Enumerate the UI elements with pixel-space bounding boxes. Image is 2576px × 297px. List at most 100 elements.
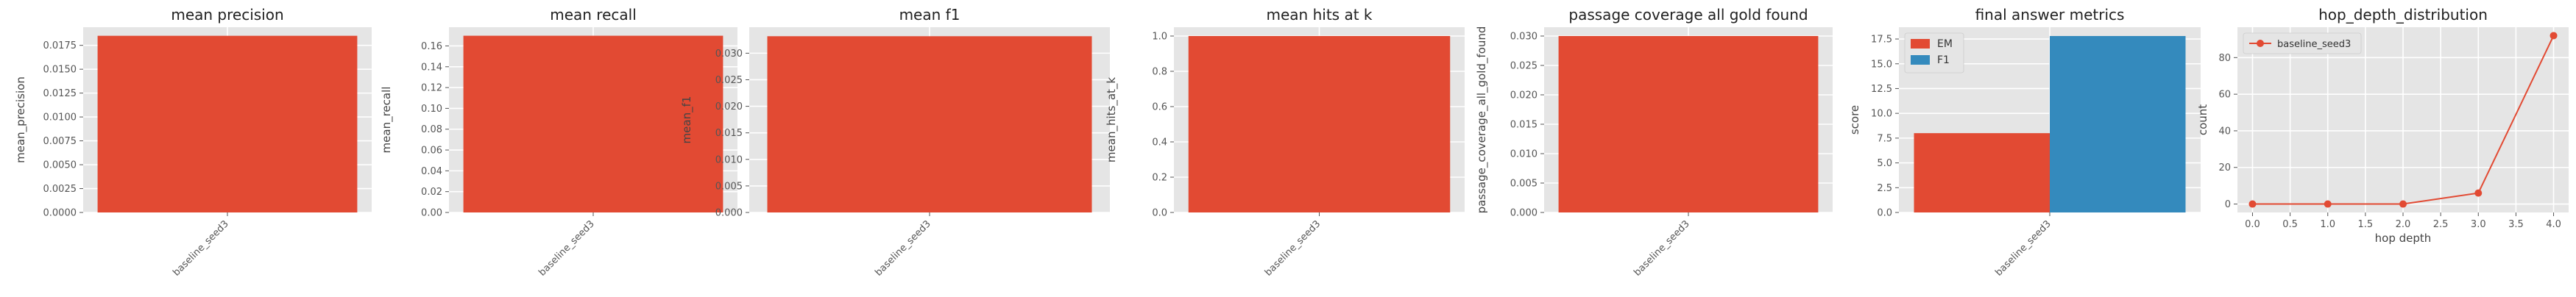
y-tick-label: 0.4 bbox=[1152, 137, 1167, 148]
y-tick-label: 0.0000 bbox=[43, 208, 77, 219]
chart-panel: 0.000 0.005 0.010 0.015 0.020 0.025 0.030 passa… bbox=[1475, 6, 1833, 279]
y-tick-label: 0.10 bbox=[421, 104, 442, 115]
y-tick-label: 10.0 bbox=[1871, 109, 1892, 120]
y-tick-label: 0.00 bbox=[421, 208, 442, 219]
y-axis-label: mean_recall bbox=[380, 87, 394, 154]
chart-title: passage coverage all gold found bbox=[1568, 6, 1808, 24]
chart-panel: 0.0 0.2 0.4 0.6 0.8 1.0 mean hits at k mean_hit… bbox=[1105, 6, 1465, 279]
y-tick-label: 0.08 bbox=[421, 124, 442, 135]
data-point bbox=[2248, 200, 2257, 208]
y-tick-label: 0.025 bbox=[715, 75, 743, 86]
y-tick-label: 0.025 bbox=[1510, 61, 1538, 72]
chart-panel: 0.000 0.005 0.010 0.015 0.020 0.025 0.030 mean … bbox=[680, 6, 1110, 279]
bar bbox=[1558, 36, 1819, 212]
legend-label: F1 bbox=[1937, 54, 1950, 66]
y-tick-label: 0.000 bbox=[1510, 208, 1538, 219]
y-tick-label: 0.0050 bbox=[43, 160, 77, 171]
legend-box bbox=[2243, 32, 2362, 54]
bar bbox=[1914, 133, 2050, 212]
y-tick-label: 0.030 bbox=[1510, 32, 1538, 43]
legend: baseline_seed3 bbox=[2243, 32, 2362, 54]
y-tick-label: 2.5 bbox=[1877, 183, 1892, 194]
y-tick-label: 60 bbox=[2218, 90, 2231, 101]
y-tick-label: 40 bbox=[2218, 126, 2231, 137]
data-point bbox=[2474, 189, 2483, 197]
y-tick-label: 0.010 bbox=[1510, 149, 1538, 160]
bar bbox=[767, 36, 1092, 212]
y-axis-label: passage_coverage_all_gold_found bbox=[1475, 26, 1489, 214]
y-tick-label: 0.2 bbox=[1152, 173, 1167, 184]
y-tick-label: 0.015 bbox=[1510, 120, 1538, 131]
data-point bbox=[2550, 32, 2558, 40]
legend-swatch bbox=[1911, 39, 1930, 49]
chart-title: hop_depth_distribution bbox=[2318, 6, 2488, 24]
x-tick-label: 2.5 bbox=[2433, 219, 2449, 230]
chart-title: final answer metrics bbox=[1975, 6, 2125, 24]
y-tick-label: 1.0 bbox=[1152, 32, 1167, 43]
chart-panel: 0.0 2.5 5.0 7.5 10.0 12.5 15.0 17.5 final answer… bbox=[1848, 6, 2201, 279]
y-tick-label: 0.8 bbox=[1152, 67, 1167, 78]
legend-swatch bbox=[1911, 55, 1930, 65]
bar bbox=[97, 35, 358, 213]
y-tick-label: 0.005 bbox=[715, 181, 743, 192]
y-tick-label: 0.0100 bbox=[43, 112, 77, 124]
y-tick-label: 0.000 bbox=[715, 208, 743, 219]
y-tick-label: 0.0 bbox=[1152, 208, 1167, 219]
x-tick-label: 4.0 bbox=[2546, 219, 2561, 230]
y-tick-label: 12.5 bbox=[1871, 84, 1892, 95]
y-tick-label: 15.0 bbox=[1871, 59, 1892, 70]
x-tick-label: baseline_seed3 bbox=[1263, 218, 1323, 278]
legend-label: baseline_seed3 bbox=[2277, 39, 2351, 50]
x-tick-label: baseline_seed3 bbox=[537, 218, 596, 278]
y-tick-label: 7.5 bbox=[1877, 133, 1892, 144]
x-tick-label: 2.0 bbox=[2396, 219, 2411, 230]
y-tick-label: 0.6 bbox=[1152, 102, 1167, 113]
y-tick-label: 0.16 bbox=[421, 41, 442, 52]
x-tick-label: baseline_seed3 bbox=[1632, 218, 1691, 278]
y-tick-label: 0.12 bbox=[421, 83, 442, 94]
y-axis-label: mean_precision bbox=[14, 76, 28, 163]
y-tick-label: 0.0025 bbox=[43, 184, 77, 195]
data-point bbox=[2324, 200, 2332, 208]
x-tick-label: 0.0 bbox=[2245, 219, 2260, 230]
chart-title: mean hits at k bbox=[1267, 6, 1373, 24]
y-tick-label: 20 bbox=[2218, 162, 2231, 173]
x-tick-label: 1.5 bbox=[2358, 219, 2374, 230]
y-tick-label: 0.0150 bbox=[43, 65, 77, 76]
y-tick-label: 0 bbox=[2225, 199, 2231, 210]
y-axis-label: mean_hits_at_k bbox=[1105, 77, 1119, 162]
chart-title: mean recall bbox=[550, 6, 637, 24]
y-tick-label: 0.0 bbox=[1877, 208, 1892, 219]
y-axis-label: mean_f1 bbox=[680, 96, 694, 144]
y-axis-label: count bbox=[2196, 104, 2209, 135]
y-axis-label: score bbox=[1848, 105, 1861, 135]
chart-panel: 0.0000 0.0025 0.0050 0.0075 0.0100 0.0125 0.01… bbox=[14, 6, 372, 279]
bar bbox=[463, 35, 723, 212]
y-tick-label: 0.005 bbox=[1510, 179, 1538, 190]
y-tick-label: 5.0 bbox=[1877, 158, 1892, 169]
y-tick-label: 0.02 bbox=[421, 187, 442, 198]
x-tick-label: baseline_seed3 bbox=[873, 218, 933, 278]
chart-title: mean precision bbox=[171, 6, 283, 24]
legend-marker bbox=[2257, 40, 2264, 47]
y-tick-label: 0.020 bbox=[1510, 90, 1538, 101]
x-axis-label: hop depth bbox=[2375, 232, 2432, 245]
y-tick-label: 0.015 bbox=[715, 128, 743, 139]
legend: EM F1 bbox=[1904, 32, 1964, 74]
y-tick-label: 0.0125 bbox=[43, 88, 77, 99]
y-tick-label: 0.030 bbox=[715, 49, 743, 60]
y-tick-label: 0.010 bbox=[715, 154, 743, 165]
y-tick-label: 0.14 bbox=[421, 62, 442, 73]
y-tick-label: 0.04 bbox=[421, 166, 442, 177]
chart-title: mean f1 bbox=[899, 6, 960, 24]
data-point bbox=[2399, 200, 2407, 208]
x-tick-label: baseline_seed3 bbox=[1993, 218, 2053, 278]
y-tick-label: 17.5 bbox=[1871, 35, 1892, 46]
chart-panel: 0.00 0.02 0.04 0.06 0.08 0.10 0.12 0.14 0.16 mean… bbox=[380, 6, 737, 279]
y-tick-label: 0.020 bbox=[715, 101, 743, 112]
x-tick-label: 3.0 bbox=[2471, 219, 2486, 230]
y-tick-label: 80 bbox=[2218, 53, 2231, 64]
